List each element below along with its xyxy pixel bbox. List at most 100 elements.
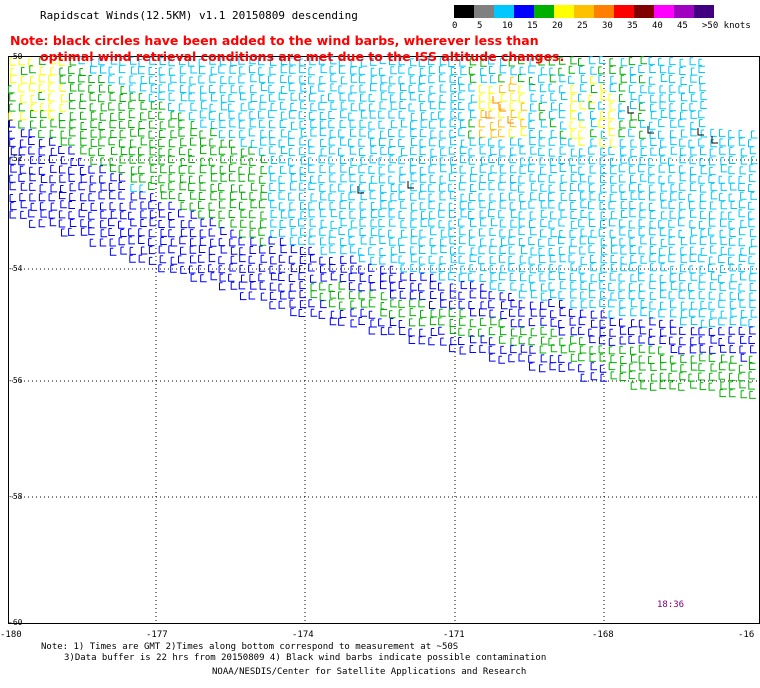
wind-barb: [69, 92, 76, 101]
wind-barb: [558, 320, 565, 328]
wind-barb: [640, 300, 648, 308]
wind-barb: [159, 57, 167, 65]
lat-label: -58: [8, 492, 23, 501]
wind-barb: [48, 102, 55, 111]
wind-barb: [340, 264, 348, 273]
wind-barb: [230, 155, 237, 164]
wind-barb: [570, 111, 577, 120]
wind-barb: [299, 147, 306, 156]
wind-barb: [530, 308, 538, 317]
wind-barb: [638, 191, 645, 200]
wind-barb: [368, 247, 375, 256]
wind-barb: [558, 202, 566, 211]
wind-barb: [650, 147, 657, 156]
wind-barb: [591, 119, 598, 128]
wind-barb: [540, 209, 548, 218]
wind-barb: [690, 246, 697, 255]
wind-barb: [748, 219, 755, 228]
wind-barb: [740, 390, 748, 399]
wind-barb: [570, 148, 578, 157]
wind-barb: [419, 156, 426, 164]
wind-barb: [450, 101, 457, 110]
wind-barb: [469, 137, 477, 146]
wind-barb: [529, 211, 537, 220]
wind-barb: [130, 66, 138, 75]
wind-barb: [470, 281, 477, 290]
wind-barb: [209, 218, 217, 227]
wind-barb: [250, 281, 257, 290]
wind-barb: [179, 147, 186, 156]
wind-barb: [368, 310, 376, 319]
wind-barb: [439, 308, 446, 317]
wind-barb: [548, 237, 555, 246]
wind-barb: [728, 130, 735, 139]
wind-barb: [19, 165, 27, 174]
wind-barb: [119, 130, 127, 139]
wind-barb: [458, 182, 466, 191]
wind-barb: [268, 110, 275, 119]
wind-barb: [638, 273, 645, 282]
wind-barb: [609, 65, 616, 74]
wind-barb: [378, 219, 385, 228]
wind-barb: [290, 227, 298, 236]
wind-barb: [140, 137, 148, 146]
wind-barb: [519, 255, 527, 264]
wind-barb: [439, 84, 447, 93]
wind-barb: [478, 328, 485, 337]
wind-barb: [748, 319, 755, 328]
wind-barb: [370, 146, 377, 155]
wind-barb: [219, 200, 226, 209]
wind-barb: [548, 299, 555, 307]
wind-barb: [600, 166, 607, 175]
wind-barb: [578, 183, 585, 192]
wind-barb: [719, 146, 726, 155]
wind-barb: [589, 282, 596, 291]
wind-barb: [459, 346, 467, 355]
wind-barb: [510, 345, 517, 354]
wind-barb: [630, 175, 637, 184]
wind-barb: [8, 112, 15, 121]
wind-barb: [699, 353, 706, 362]
wind-barb: [108, 182, 116, 191]
wind-barb: [358, 183, 366, 192]
wind-barb: [628, 57, 636, 66]
wind-barb: [380, 146, 387, 155]
wind-barb: [379, 101, 386, 110]
wind-barb: [289, 166, 296, 174]
wind-barb: [369, 110, 377, 119]
wind-barb: [300, 83, 307, 92]
wind-barb: [280, 65, 288, 74]
wind-barb: [419, 328, 426, 337]
wind-barb: [428, 218, 435, 227]
wind-barb: [648, 56, 656, 65]
wind-barb: [318, 102, 325, 111]
wind-barb: [588, 101, 595, 110]
wind-barb: [389, 155, 396, 164]
wind-barb: [598, 345, 606, 354]
wind-barb: [400, 272, 407, 281]
wind-barb: [448, 308, 456, 317]
wind-barb: [400, 220, 407, 229]
wind-barb: [530, 103, 537, 112]
wind-barb: [359, 254, 366, 263]
wind-barb: [419, 229, 426, 238]
wind-barb: [300, 101, 307, 110]
wind-barb: [389, 237, 396, 246]
legend-label: 15: [527, 21, 538, 31]
wind-barb: [288, 290, 296, 299]
wind-barb: [709, 218, 716, 227]
wind-barb: [319, 292, 327, 301]
wind-barb: [749, 246, 756, 255]
wind-barb: [649, 301, 656, 310]
wind-barb: [558, 327, 566, 336]
wind-barb: [168, 67, 176, 76]
wind-barb: [188, 155, 195, 163]
wind-barb: [468, 148, 475, 157]
wind-barb: [200, 157, 207, 166]
wind-barb: [409, 318, 416, 327]
wind-barb: [619, 219, 626, 228]
wind-barb: [738, 200, 746, 209]
wind-barb: [99, 165, 106, 174]
wind-barb: [179, 174, 187, 183]
wind-barb: [568, 362, 575, 371]
